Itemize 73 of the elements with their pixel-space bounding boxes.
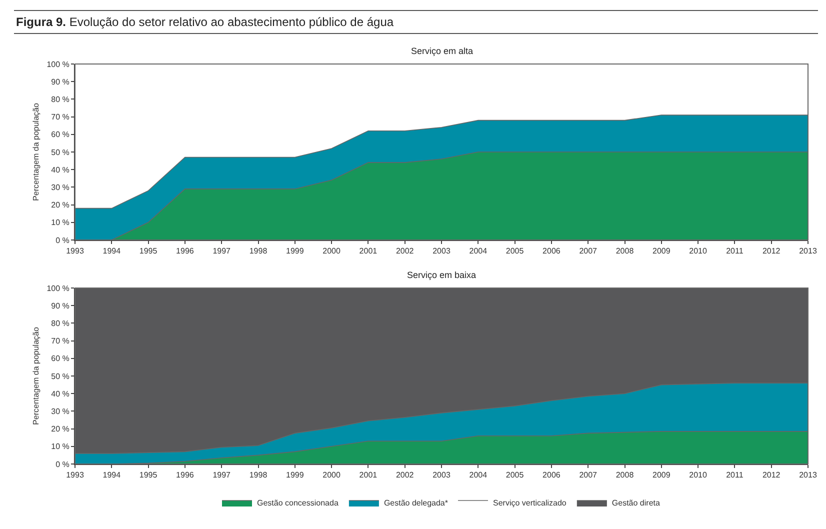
y-tick-label: 20 % — [51, 424, 70, 434]
y-tick-label: 90 % — [51, 301, 70, 310]
y-axis-title: Percentagem da população — [31, 102, 40, 201]
x-tick-label: 2004 — [469, 470, 488, 480]
chart-title: Serviço em baixa — [407, 270, 476, 280]
x-tick-label: 2001 — [359, 470, 378, 480]
x-tick-label: 2003 — [432, 470, 451, 480]
y-tick-label: 20 % — [51, 200, 70, 210]
x-tick-label: 1998 — [249, 470, 268, 480]
x-tick-label: 2005 — [506, 470, 524, 480]
x-tick-label: 2009 — [652, 470, 671, 480]
x-tick-label: 2001 — [359, 246, 378, 256]
x-tick-label: 2013 — [799, 470, 818, 480]
x-tick-label: 2011 — [726, 246, 744, 256]
x-tick-label: 2006 — [542, 470, 561, 480]
x-tick-label: 1999 — [286, 246, 304, 256]
y-tick-label: 10 % — [51, 442, 70, 452]
x-tick-label: 2008 — [616, 470, 634, 480]
y-tick-label: 50 % — [51, 372, 70, 381]
x-tick-label: 2002 — [396, 470, 414, 480]
x-tick-label: 2004 — [469, 246, 488, 256]
y-tick-label: 0 % — [56, 236, 70, 245]
x-tick-label: 1997 — [212, 470, 232, 480]
legend-label: Gestão delegada* — [384, 498, 448, 508]
y-tick-label: 90 % — [51, 77, 70, 86]
y-tick-label: 100 % — [46, 60, 70, 69]
y-tick-label: 50 % — [51, 148, 70, 157]
y-tick-label: 80 % — [51, 95, 70, 104]
y-tick-label: 70 % — [51, 112, 70, 122]
y-tick-label: 60 % — [51, 354, 70, 364]
x-tick-label: 2008 — [616, 246, 634, 256]
x-tick-label: 2010 — [689, 246, 708, 256]
x-tick-label: 1996 — [176, 246, 194, 256]
text: Figura 9. Evolução do setor relativo ao abastecimento público de água — [14, 10, 818, 34]
y-tick-label: 40 % — [51, 165, 70, 174]
y-axis-title: Percentagem da população — [31, 326, 40, 425]
x-tick-label: 2000 — [322, 470, 341, 480]
x-tick-label: 1995 — [139, 470, 158, 480]
x-tick-label: 2012 — [762, 246, 781, 256]
x-tick-label: 1993 — [66, 246, 84, 256]
y-tick-label: 30 % — [51, 407, 70, 416]
x-tick-label: 1997 — [212, 246, 232, 256]
y-tick-label: 10 % — [51, 218, 70, 228]
x-tick-label: 2000 — [322, 246, 341, 256]
x-tick-label: 2007 — [579, 246, 598, 256]
y-tick-label: 100 % — [46, 284, 70, 293]
x-tick-label: 2006 — [542, 246, 561, 256]
legend-label: Serviço verticalizado — [493, 498, 567, 508]
x-tick-label: 2002 — [396, 246, 414, 256]
text: Gestão direta — [612, 498, 660, 508]
chart-title: Serviço em alta — [411, 46, 474, 56]
x-tick-label: 2012 — [762, 470, 781, 480]
legend-label: Gestão concessionada — [257, 498, 339, 508]
x-tick-label: 2003 — [432, 246, 451, 256]
y-tick-label: 70 % — [51, 336, 70, 346]
y-tick-label: 0 % — [56, 460, 70, 469]
x-tick-label: 1994 — [102, 246, 122, 256]
x-tick-label: 1995 — [139, 246, 158, 256]
y-tick-label: 80 % — [51, 319, 70, 328]
x-tick-label: 2009 — [652, 246, 671, 256]
x-tick-label: 2005 — [506, 246, 524, 256]
y-tick-label: 30 % — [51, 183, 70, 192]
x-tick-label: 1994 — [102, 470, 122, 480]
x-tick-label: 1999 — [286, 470, 304, 480]
x-tick-label: 1993 — [66, 470, 84, 480]
y-tick-label: 60 % — [51, 130, 70, 140]
x-tick-label: 2007 — [579, 470, 598, 480]
x-tick-label: 2013 — [799, 246, 818, 256]
x-tick-label: 2010 — [689, 470, 708, 480]
x-tick-label: 2011 — [726, 470, 744, 480]
y-tick-label: 40 % — [51, 389, 70, 398]
x-tick-label: 1998 — [249, 246, 268, 256]
x-tick-label: 1996 — [176, 470, 194, 480]
